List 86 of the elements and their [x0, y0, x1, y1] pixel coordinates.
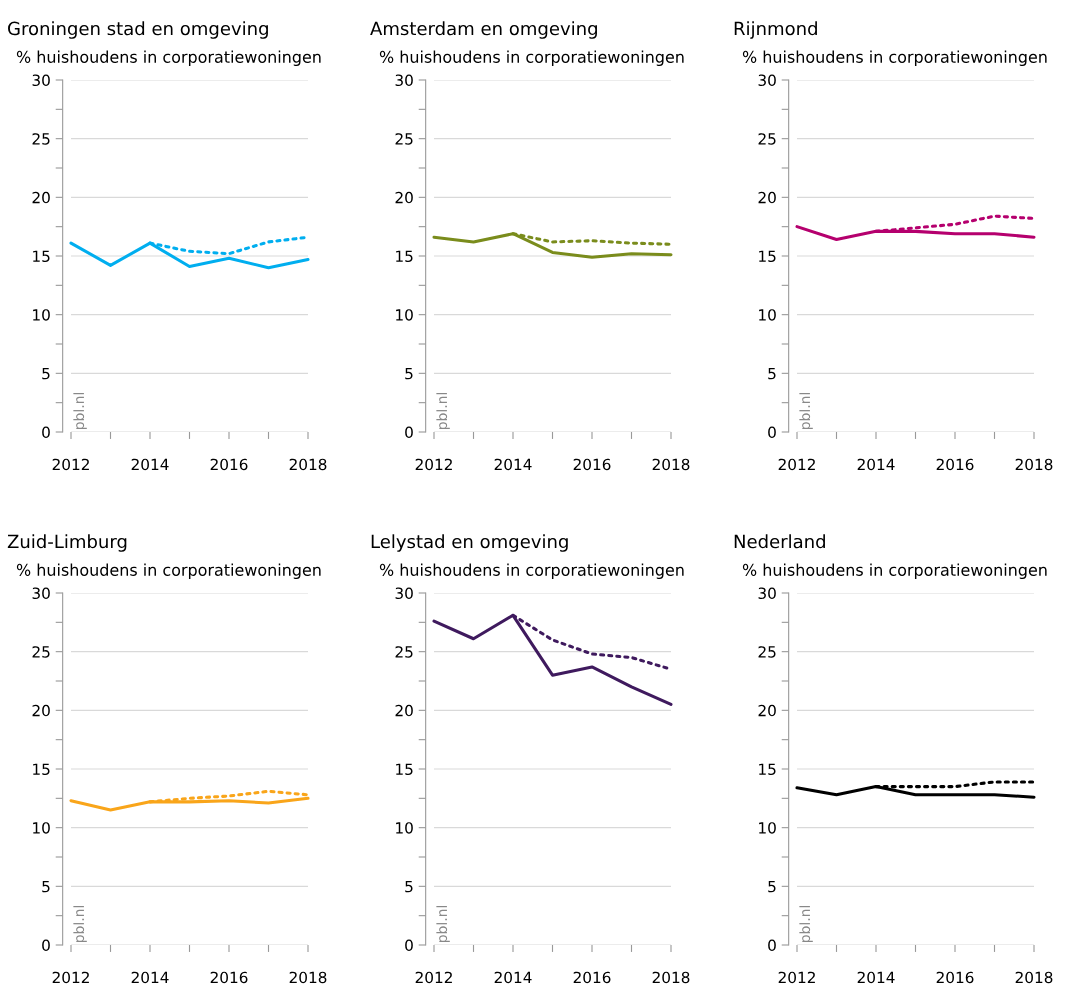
x-tick-label: 2016 [936, 458, 974, 471]
y-tick-label: 25 [395, 133, 413, 145]
y-axis-title: % huishoudens in corporatiewoningen [16, 50, 321, 66]
x-tick-label: 2014 [857, 971, 895, 984]
y-tick-label: 5 [42, 881, 50, 893]
y-tick-label: 20 [758, 704, 776, 717]
x-tick-label: 2018 [1015, 458, 1053, 471]
annotation: pbl.nl [799, 905, 813, 942]
y-tick-label: 30 [758, 74, 776, 87]
x-tick-label: 2018 [652, 458, 690, 471]
y-tick-label: 30 [395, 74, 413, 87]
y-tick-label: 25 [395, 646, 413, 658]
chart-title: Zuid-Limburg [7, 534, 127, 552]
chart-title: Amsterdam en omgeving [370, 21, 597, 39]
annotation: pbl.nl [799, 392, 813, 429]
y-tick-label: 10 [33, 822, 50, 834]
x-tick-label: 2018 [289, 971, 327, 984]
x-tick-label: 2012 [778, 458, 815, 471]
y-tick-label: 5 [768, 368, 776, 380]
y-tick-label: 25 [758, 646, 776, 658]
x-tick-label: 2018 [289, 458, 327, 471]
y-tick-label: 25 [32, 133, 50, 145]
x-tick-label: 2018 [1015, 971, 1053, 984]
y-axis-title: % huishoudens in corporatiewoningen [742, 563, 1047, 579]
y-tick-label: 30 [32, 587, 50, 600]
x-tick-label: 2014 [494, 971, 532, 984]
y-tick-label: 5 [42, 368, 50, 380]
y-tick-label: 5 [405, 881, 413, 893]
y-tick-label: 10 [396, 309, 413, 321]
y-axis-title: % huishoudens in corporatiewoningen [742, 50, 1047, 66]
y-tick-label: 0 [42, 426, 50, 439]
line-series [432, 232, 673, 259]
y-tick-label: 20 [32, 191, 50, 204]
y-tick-label: 15 [396, 250, 413, 263]
x-tick-label: 2014 [131, 458, 169, 471]
x-tick-label: 2016 [573, 458, 611, 471]
x-tick-label: 2012 [52, 458, 89, 471]
y-tick-label: 30 [32, 74, 50, 87]
annotation: pbl.nl [73, 905, 87, 942]
x-tick-label: 2014 [494, 458, 532, 471]
annotation: pbl.nl [73, 392, 87, 429]
y-tick-label: 10 [396, 822, 413, 834]
y-tick-label: 15 [759, 763, 776, 776]
y-tick-label: 0 [768, 426, 776, 439]
y-tick-label: 5 [768, 881, 776, 893]
x-tick-label: 2018 [652, 971, 690, 984]
y-tick-label: 10 [759, 822, 776, 834]
y-axis-title: % huishoudens in corporatiewoningen [16, 563, 321, 579]
y-tick-label: 10 [33, 309, 50, 321]
y-tick-label: 20 [395, 191, 413, 204]
y-tick-label: 15 [396, 763, 413, 776]
annotation: pbl.nl [436, 392, 450, 429]
y-tick-label: 15 [33, 250, 50, 263]
y-tick-label: 25 [758, 133, 776, 145]
chart-title: Nederland [734, 534, 825, 549]
y-tick-label: 20 [758, 191, 776, 204]
x-tick-label: 2016 [210, 458, 248, 471]
y-tick-label: 25 [32, 646, 50, 658]
y-axis-title: % huishoudens in corporatiewoningen [379, 563, 684, 579]
x-tick-label: 2012 [778, 971, 815, 984]
y-tick-label: 20 [395, 704, 413, 717]
x-tick-label: 2014 [857, 458, 895, 471]
x-tick-label: 2016 [573, 971, 611, 984]
x-tick-label: 2016 [210, 971, 248, 984]
chart-title: Groningen stad en omgeving [8, 21, 268, 39]
y-tick-label: 0 [405, 939, 413, 952]
y-tick-label: 30 [758, 587, 776, 600]
x-tick-label: 2012 [415, 971, 452, 984]
chart-title: Lelystad en omgeving [371, 534, 568, 552]
y-tick-label: 10 [759, 309, 776, 321]
y-tick-label: 30 [395, 587, 413, 600]
x-tick-label: 2012 [415, 458, 452, 471]
y-tick-label: 15 [33, 763, 50, 776]
annotation: pbl.nl [436, 905, 450, 942]
y-tick-label: 0 [768, 939, 776, 952]
chart-title: Rijnmond [734, 21, 817, 39]
x-tick-label: 2014 [131, 971, 169, 984]
x-tick-label: 2016 [936, 971, 974, 984]
y-tick-label: 0 [42, 939, 50, 952]
y-tick-label: 20 [32, 704, 50, 717]
y-axis-title: % huishoudens in corporatiewoningen [379, 50, 684, 66]
line-series [432, 613, 673, 706]
y-tick-label: 0 [405, 426, 413, 439]
y-tick-label: 15 [759, 250, 776, 263]
x-tick-label: 2012 [52, 971, 89, 984]
y-tick-label: 5 [405, 368, 413, 380]
